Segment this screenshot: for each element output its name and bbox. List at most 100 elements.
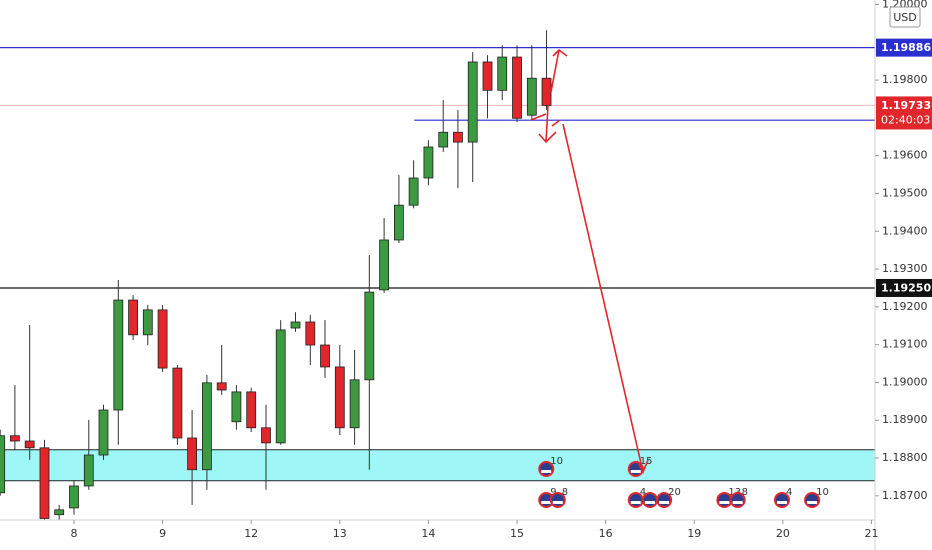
level-box [876,278,932,297]
event-icon [641,492,658,508]
event-icon-stripe [630,470,641,473]
candle-body [187,437,198,471]
candle-body [482,61,493,91]
candle-body [497,56,508,91]
candle-body [261,427,271,444]
x-tick-label: 20 [776,527,790,540]
currency-box [889,6,921,28]
x-tick-label: 15 [510,527,524,540]
x-tick-label: 13 [333,527,347,540]
arrow-target [562,123,649,474]
candle-body [113,299,124,411]
levels-layer [0,47,875,289]
candle-body [526,77,537,116]
candle-body [438,131,449,148]
candle-body [467,61,478,143]
candle-body [39,447,50,519]
arrow-mark [530,113,561,127]
candle-body [231,391,242,423]
candle-body [128,299,138,336]
event-icon-stripe [541,470,552,473]
candle-body [453,131,463,143]
x-tick-label: 9 [159,527,166,540]
event-icon-stripe [541,501,552,504]
y-tick-label: 1.19200 [882,300,928,313]
event-icon-stripe [807,501,818,504]
candle-body [364,291,375,381]
level-box [876,38,932,57]
y-tick-label: 1.18900 [882,413,928,426]
candle-body [320,344,330,368]
arrow-up [550,48,568,93]
event-label: 15 [640,456,653,467]
level-label: 1.19250 [881,281,931,294]
candle-body [394,204,404,241]
event-icon-stripe [552,501,563,504]
y-tick-label: 1.19400 [882,224,928,237]
y-tick-label: 1.18800 [882,451,928,464]
event-label: 10 [550,456,563,467]
y-tick-label: 1.19600 [882,149,928,162]
x-tick-label: 16 [599,527,613,540]
candle-body [216,382,227,391]
countdown-label: 02:40:03 [881,113,930,126]
candle-body [0,435,6,494]
y-tick-label: 1.19500 [882,186,928,199]
event-label: 20 [668,487,681,498]
candle-body [98,409,109,456]
x-tick-label: 19 [687,527,701,540]
event-label: 4 [786,487,792,498]
y-tick-label: 1.18700 [882,489,928,502]
y-tick-label: 1.19800 [882,73,928,86]
candle-body [349,379,360,429]
zone-layer [0,449,875,482]
x-tick-label: 21 [864,527,878,540]
candle-body [305,321,316,346]
event-icon-stripe [644,501,655,504]
candle-body [334,366,345,429]
x-tick-label: 14 [421,527,435,540]
event-icon-stripe [630,501,641,504]
candle-body [9,435,20,442]
arrow-down [538,105,557,144]
x-tick-label: 8 [70,527,77,540]
candle-body [69,485,79,509]
support-zone [0,449,875,481]
event-label: 9 [550,487,556,498]
candle-body [246,391,257,429]
candle-body [142,309,153,336]
event-label: 13 [728,487,741,498]
axis-layer: 1.18700 1.18800 1.18900 1.19000 1.19100 1.192… [70,0,932,540]
event-icon-stripe [659,501,670,504]
currency: USD [893,11,917,24]
candles-layer [0,30,552,520]
event-icon-stripe [732,501,743,504]
y-tick-label: 1.19300 [882,262,928,275]
drawn-arrows [530,48,649,474]
event-icon-stripe [776,501,787,504]
candle-body [541,77,552,106]
candle-body [275,329,286,444]
candle-body [24,440,35,449]
event-label: 10 [816,487,829,498]
candle-body [512,56,522,119]
event-label: 4 [640,487,646,498]
x-tick-label: 12 [244,527,258,540]
y-tick-label: 1.19000 [882,375,928,388]
candle-body [83,454,94,487]
candle-body [157,309,168,369]
candle-body [379,239,390,291]
candle-body [54,509,65,516]
event-icon-stripe [719,501,730,504]
candle-body [290,321,301,329]
candle-body [423,146,434,179]
level-label: 1.19886 [881,41,931,54]
y-tick-label: 1.19100 [882,338,928,351]
candle-body [201,382,212,471]
y-tick-label: 1.20000 [882,0,928,11]
event-label: 8 [742,487,748,498]
candle-body [172,367,183,439]
current-price-label: 1.19733 [881,99,931,112]
